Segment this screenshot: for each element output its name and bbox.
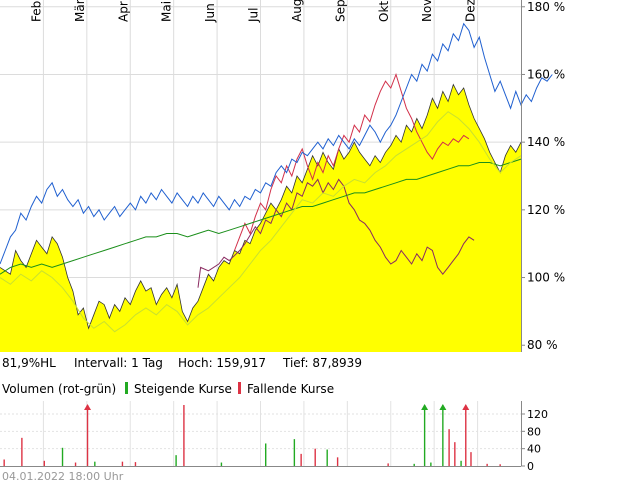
month-label: Nov bbox=[420, 0, 434, 22]
volume-y-tick-label: 120 bbox=[527, 408, 548, 421]
rising-swatch bbox=[125, 382, 128, 394]
month-label: Dez bbox=[464, 0, 478, 22]
volume-plot-area bbox=[0, 401, 521, 466]
y-tick-label: 100 % bbox=[527, 271, 565, 285]
price-y-axis: Feb März Apr Mai Jun Jul Aug Sep Okt Nov Dez 80 % 10… bbox=[29, 0, 565, 352]
y-tick-label: 140 % bbox=[527, 135, 565, 149]
month-label: Jul bbox=[247, 8, 261, 23]
falling-swatch bbox=[238, 382, 241, 394]
low-text: Tief: 87,8939 bbox=[282, 356, 362, 370]
y-tick-label: 80 % bbox=[527, 338, 558, 352]
month-label: Jun bbox=[203, 3, 217, 23]
volume-overflow-arrow bbox=[421, 404, 429, 410]
timestamp-text: 04.01.2022 18:00 Uhr bbox=[2, 470, 124, 483]
month-label: Aug bbox=[290, 0, 304, 22]
month-label: Sep bbox=[333, 0, 347, 22]
main-area-fill bbox=[0, 84, 521, 352]
series-line-3 bbox=[0, 22, 553, 265]
main-area-outline bbox=[0, 83, 522, 330]
volume-overflow-arrow bbox=[84, 404, 92, 410]
y-tick-label: 120 % bbox=[527, 203, 565, 217]
month-label: März bbox=[73, 0, 87, 22]
high-text: Hoch: 159,917 bbox=[178, 356, 266, 370]
volume-y-tick-label: 40 bbox=[527, 443, 541, 456]
stats-row: 81,9%HL Intervall: 1 Tag Hoch: 159,917 T… bbox=[2, 356, 362, 370]
volume-y-tick-label: 0 bbox=[527, 460, 534, 473]
volume-overflow-arrow bbox=[462, 404, 470, 410]
month-label: Feb bbox=[29, 1, 43, 22]
series-line-5 bbox=[0, 111, 522, 333]
series-line-4 bbox=[0, 158, 522, 275]
volume-title: Volumen (rot-grün) bbox=[2, 382, 116, 396]
series-line-2 bbox=[234, 72, 470, 251]
rising-label: Steigende Kurse bbox=[134, 382, 232, 396]
volume-y-tick-label: 80 bbox=[527, 425, 541, 438]
volume-y-axis: 0 40 80 120 bbox=[0, 401, 548, 473]
price-plot-area bbox=[0, 0, 553, 352]
falling-label: Fallende Kurse bbox=[247, 382, 334, 396]
month-label: Okt bbox=[377, 1, 391, 22]
interval-text: Intervall: 1 Tag bbox=[74, 356, 163, 370]
hl-range-text: 81,9%HL bbox=[2, 356, 56, 370]
y-tick-label: 160 % bbox=[527, 67, 565, 81]
volume-legend: Volumen (rot-grün) Steigende Kurse Falle… bbox=[2, 382, 334, 396]
y-tick-label: 180 % bbox=[527, 0, 565, 14]
month-label: Mai bbox=[160, 1, 174, 22]
volume-overflow-arrow bbox=[439, 404, 447, 410]
month-label: Apr bbox=[116, 1, 130, 22]
